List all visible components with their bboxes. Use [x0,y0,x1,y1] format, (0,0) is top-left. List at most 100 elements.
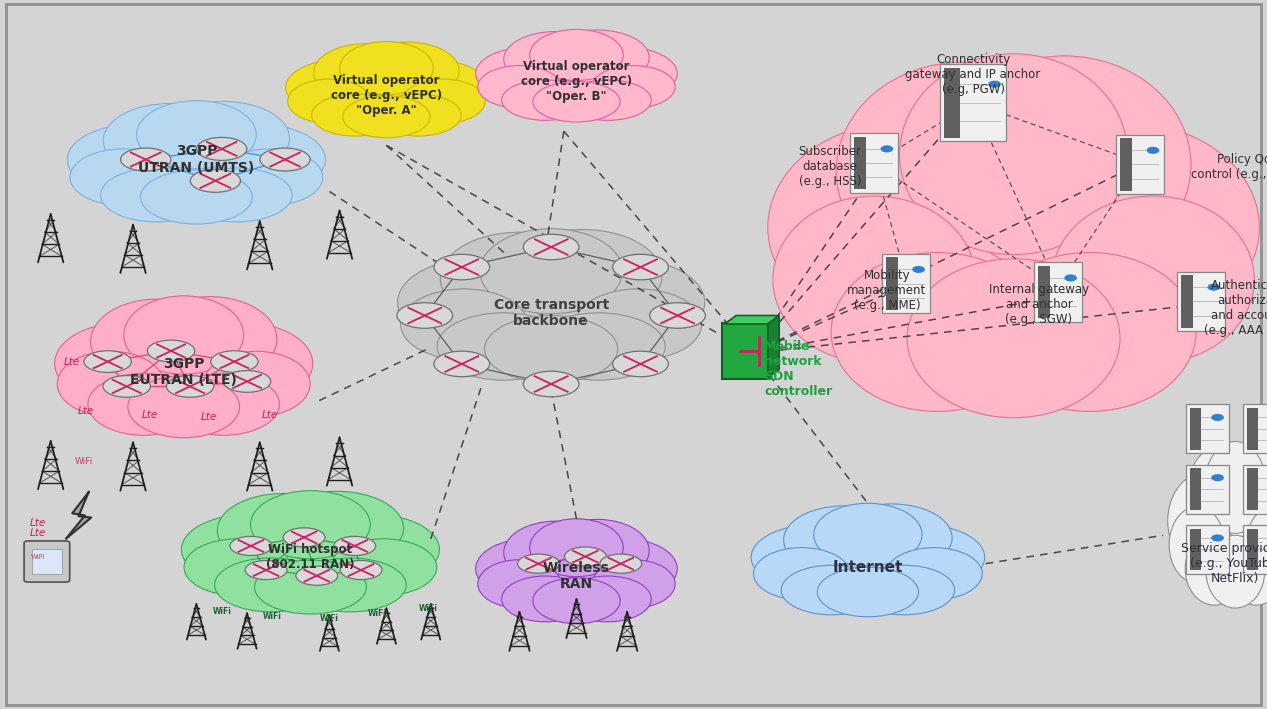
Ellipse shape [545,520,649,582]
FancyBboxPatch shape [1116,135,1164,194]
Text: Authentication,
authorization
and accounting
(e.g., AAA server): Authentication, authorization and accoun… [1204,279,1267,337]
Ellipse shape [251,491,370,559]
Ellipse shape [565,547,607,566]
Circle shape [988,81,1001,88]
Ellipse shape [440,233,598,324]
FancyBboxPatch shape [1034,262,1082,322]
Ellipse shape [374,94,461,136]
Ellipse shape [480,228,622,313]
Ellipse shape [650,303,706,328]
Ellipse shape [502,80,589,121]
Ellipse shape [1183,469,1267,603]
FancyBboxPatch shape [1181,275,1192,328]
Ellipse shape [400,289,527,359]
Text: Lte: Lte [65,357,80,367]
Ellipse shape [592,560,675,608]
Ellipse shape [309,57,464,135]
Text: Mobility
management
(e.g., MME): Mobility management (e.g., MME) [848,269,926,312]
FancyBboxPatch shape [1186,525,1229,574]
Ellipse shape [836,62,1090,279]
Ellipse shape [1214,442,1267,542]
Text: Virtual operator
core (e.g., vEPC)
"Oper. A": Virtual operator core (e.g., vEPC) "Oper… [331,74,442,117]
Ellipse shape [84,351,132,372]
Text: Lte: Lte [30,518,46,528]
Text: Core transport
backbone: Core transport backbone [494,298,608,328]
Ellipse shape [141,170,252,224]
FancyBboxPatch shape [940,65,1006,142]
Ellipse shape [824,112,1204,405]
Ellipse shape [484,316,618,383]
Ellipse shape [499,536,655,620]
Ellipse shape [478,66,561,108]
Ellipse shape [210,351,258,372]
Text: Virtual operator
core (e.g., vEPC)
"Oper. B": Virtual operator core (e.g., vEPC) "Oper… [521,60,632,103]
Ellipse shape [504,521,608,584]
Ellipse shape [331,539,437,596]
Ellipse shape [70,149,176,206]
Ellipse shape [475,539,584,599]
Ellipse shape [433,255,489,280]
Text: Subscriber
database
(e.g., HSS): Subscriber database (e.g., HSS) [798,145,862,188]
Text: Lte: Lte [262,410,277,420]
Text: Mobile
network
SDN
controller: Mobile network SDN controller [764,340,832,398]
Ellipse shape [773,196,976,363]
Ellipse shape [295,566,337,586]
Ellipse shape [530,519,623,576]
Ellipse shape [343,96,430,138]
Ellipse shape [1226,532,1267,605]
Ellipse shape [246,560,286,580]
FancyBboxPatch shape [1120,138,1131,191]
FancyBboxPatch shape [1190,408,1201,450]
Ellipse shape [545,30,649,85]
Ellipse shape [312,94,399,136]
Ellipse shape [379,60,488,115]
Text: WiFi: WiFi [369,609,386,618]
Text: WiFi hotspot
(802.11 RAN): WiFi hotspot (802.11 RAN) [266,542,355,571]
Ellipse shape [340,42,433,94]
Text: WiFi: WiFi [419,604,437,613]
Text: Lte: Lte [79,406,94,416]
Ellipse shape [564,576,651,622]
Text: WiFi: WiFi [321,614,338,623]
Ellipse shape [181,514,319,585]
Ellipse shape [859,525,984,590]
Ellipse shape [271,491,403,565]
Circle shape [881,145,893,152]
FancyBboxPatch shape [886,257,897,310]
Ellipse shape [188,124,326,195]
Ellipse shape [294,558,407,612]
Ellipse shape [900,54,1128,255]
FancyBboxPatch shape [854,137,865,189]
Ellipse shape [57,352,163,417]
Ellipse shape [137,101,256,169]
Ellipse shape [1204,442,1267,533]
Ellipse shape [432,253,670,377]
Text: Lte: Lte [142,410,157,420]
Ellipse shape [601,554,641,573]
Ellipse shape [782,565,882,615]
Ellipse shape [84,319,284,432]
Ellipse shape [886,547,982,600]
Ellipse shape [569,47,678,100]
Ellipse shape [217,149,323,206]
Ellipse shape [783,506,905,574]
Ellipse shape [613,255,669,280]
Ellipse shape [504,32,608,86]
Ellipse shape [1245,506,1267,583]
Ellipse shape [180,168,293,222]
Ellipse shape [475,47,584,100]
Ellipse shape [540,258,704,347]
Ellipse shape [768,123,1031,332]
Ellipse shape [214,558,327,612]
Ellipse shape [938,56,1191,274]
Ellipse shape [831,252,1044,411]
Ellipse shape [255,560,366,614]
Ellipse shape [223,371,271,392]
Text: Policy QoS
control (e.g., PCRF): Policy QoS control (e.g., PCRF) [1191,152,1267,181]
Ellipse shape [592,66,675,108]
Polygon shape [725,316,779,324]
Ellipse shape [564,80,651,121]
Circle shape [1211,474,1224,481]
Ellipse shape [402,79,485,123]
Ellipse shape [437,313,570,380]
